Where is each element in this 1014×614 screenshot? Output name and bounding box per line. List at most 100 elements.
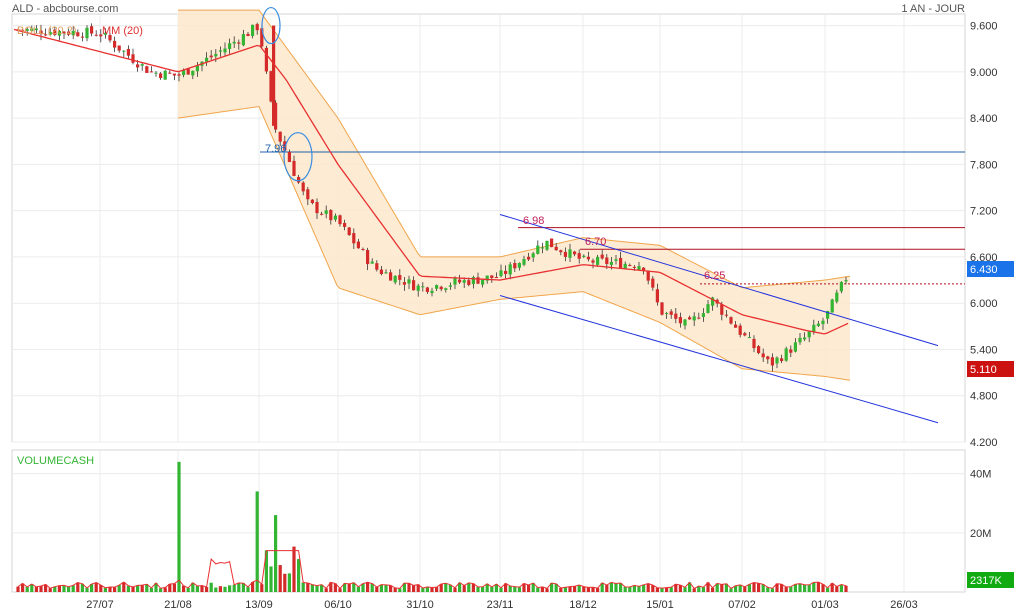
- candle-body: [835, 292, 839, 302]
- price-tick-label: 4.800: [970, 391, 998, 403]
- volume-bar: [761, 584, 765, 592]
- candle-body: [343, 222, 347, 227]
- candle-body: [780, 358, 784, 362]
- candle-body: [554, 246, 558, 251]
- volume-bar: [94, 582, 98, 592]
- volume-bar: [168, 583, 172, 592]
- volume-bar: [310, 584, 314, 592]
- candle-body: [775, 357, 779, 364]
- candle-body: [44, 34, 48, 36]
- volume-bar: [379, 584, 383, 592]
- volume-bar: [499, 587, 503, 592]
- volume-bar: [361, 583, 365, 592]
- candle-body: [113, 40, 117, 48]
- volume-bar: [209, 582, 213, 592]
- candle-body: [329, 209, 333, 221]
- volume-bar: [734, 585, 738, 592]
- candle-body: [596, 256, 600, 265]
- volume-bar: [531, 583, 535, 592]
- candle-body: [568, 249, 572, 258]
- level-label-796: 7.96: [265, 143, 286, 155]
- candle-body: [416, 285, 420, 291]
- candle-body: [504, 270, 508, 275]
- volume-bar: [16, 586, 20, 592]
- volume-bar: [329, 582, 333, 592]
- candle-body: [729, 317, 733, 324]
- candle-body: [324, 210, 328, 214]
- bollinger-lower-line: [177, 105, 851, 381]
- candle-body: [145, 66, 149, 73]
- low-price-badge: 5.110: [970, 364, 997, 376]
- candle-body: [25, 29, 29, 31]
- low-price-badge-bg: [967, 361, 1014, 377]
- volume-badge-bg: [967, 572, 1014, 588]
- candle-body: [517, 262, 521, 268]
- candle-body: [793, 342, 797, 352]
- volume-bar: [269, 566, 273, 592]
- volume-bar: [678, 585, 682, 592]
- volume-bar: [145, 584, 149, 592]
- candle-body: [619, 257, 623, 269]
- candle-body: [393, 275, 397, 283]
- candle-body: [333, 215, 337, 220]
- candle-body: [743, 333, 747, 336]
- volume-bar: [191, 582, 195, 592]
- candle-body: [62, 31, 66, 34]
- volume-bar: [186, 587, 190, 592]
- candle-body: [812, 324, 816, 333]
- volume-bar: [614, 583, 618, 592]
- candle-body: [540, 247, 544, 249]
- candle-body: [182, 70, 186, 76]
- candle-body: [651, 278, 655, 288]
- candle-body: [577, 253, 581, 259]
- volume-bar: [255, 491, 259, 592]
- volume-bar: [453, 587, 457, 592]
- candle-body: [494, 277, 498, 279]
- volume-bar: [333, 583, 337, 592]
- volume-bar: [770, 588, 774, 592]
- candle-body: [209, 55, 213, 58]
- candle-body: [375, 263, 379, 270]
- volume-bar: [462, 585, 466, 592]
- candle-body: [816, 323, 820, 326]
- candle-body: [154, 72, 158, 74]
- volume-bar: [301, 582, 305, 592]
- volume-badge: 2317K: [970, 575, 1002, 587]
- volume-bar: [237, 582, 241, 592]
- candle-body: [678, 317, 682, 324]
- volume-bar: [692, 588, 696, 592]
- candle-body: [80, 36, 84, 38]
- volume-bar: [99, 585, 103, 592]
- bollinger-band-area: [178, 10, 850, 381]
- volume-bar: [421, 588, 425, 592]
- volume-bar: [752, 582, 756, 592]
- candle-body: [177, 74, 181, 76]
- candle-body: [789, 349, 793, 353]
- date-tick-label: 06/10: [324, 599, 352, 611]
- volume-bar: [320, 584, 324, 592]
- volume-bar: [416, 584, 420, 592]
- candle-body: [71, 30, 75, 36]
- candle-body-drop: [272, 25, 276, 126]
- volume-bar: [283, 573, 287, 592]
- moving-average-line: [13, 28, 849, 335]
- volume-bar: [439, 584, 443, 592]
- volume-bar: [568, 586, 572, 592]
- volume-bar: [729, 588, 733, 592]
- volume-bar: [816, 582, 820, 592]
- candle-body: [439, 286, 443, 290]
- candle-body: [223, 48, 227, 53]
- candle-body: [573, 251, 577, 255]
- volume-bar: [140, 585, 144, 592]
- volume-bar: [835, 586, 839, 592]
- volume-bar: [674, 584, 678, 592]
- volume-bar: [527, 584, 531, 592]
- period-label[interactable]: 1 AN - JOUR: [901, 3, 965, 15]
- volume-bar: [398, 588, 402, 592]
- candle-body: [747, 337, 751, 339]
- candle-body: [278, 131, 282, 142]
- candle-body: [228, 43, 232, 50]
- volume-bar: [513, 586, 517, 592]
- candle-body: [605, 257, 609, 264]
- candle-body: [159, 73, 163, 79]
